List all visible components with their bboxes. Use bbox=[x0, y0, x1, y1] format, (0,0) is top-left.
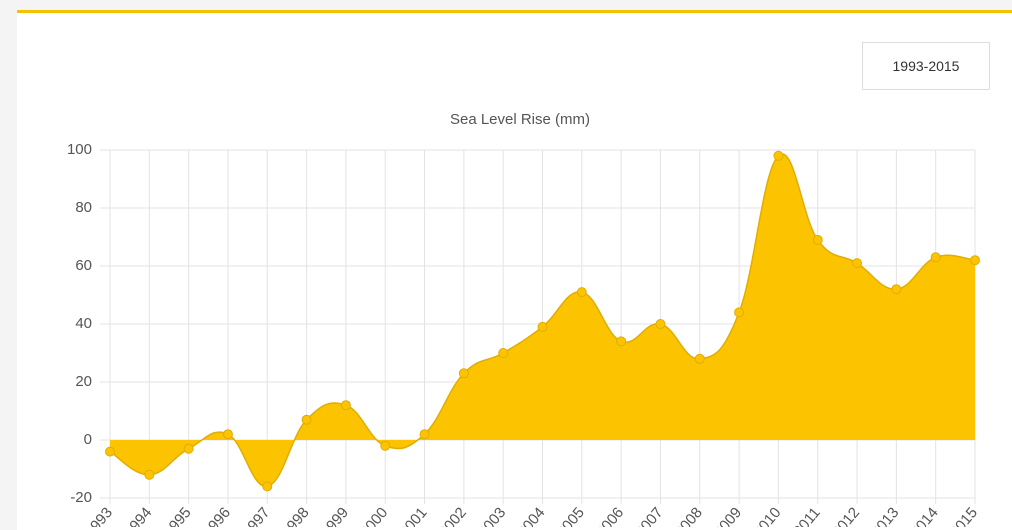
x-tick-label: 2014 bbox=[907, 504, 941, 527]
y-tick-label: 60 bbox=[75, 257, 92, 274]
x-tick-label: 2013 bbox=[868, 504, 902, 527]
x-tick-label: 2011 bbox=[790, 504, 824, 527]
x-tick-label: 2002 bbox=[435, 504, 469, 527]
point bbox=[616, 336, 627, 347]
x-tick-label: 1997 bbox=[239, 504, 273, 527]
point bbox=[930, 252, 941, 263]
x-tick-label: 2009 bbox=[711, 504, 745, 527]
point bbox=[498, 348, 509, 358]
x-tick-label: 1996 bbox=[200, 504, 234, 527]
point bbox=[734, 307, 745, 318]
x-tick-label: 2000 bbox=[357, 504, 391, 527]
x-tick-label: 2004 bbox=[514, 504, 548, 527]
y-tick-label: 100 bbox=[67, 141, 92, 158]
chart-title: Sea Level Rise (mm) bbox=[450, 111, 590, 128]
y-tick-label: 0 bbox=[84, 431, 92, 448]
point bbox=[419, 429, 430, 440]
x-tick-label: 2012 bbox=[829, 504, 863, 527]
point bbox=[183, 443, 194, 454]
range-button[interactable]: 1993-2015 bbox=[862, 42, 990, 90]
y-tick-label: 20 bbox=[75, 373, 92, 390]
point bbox=[340, 400, 351, 411]
x-tick-label: 2010 bbox=[750, 504, 784, 527]
point bbox=[301, 414, 312, 425]
y-tick-label: -20 bbox=[70, 489, 92, 506]
x-tick-label: 1999 bbox=[318, 504, 352, 527]
point bbox=[458, 368, 469, 379]
x-tick-label: 1994 bbox=[121, 504, 155, 527]
point bbox=[537, 321, 548, 332]
y-tick-label: 80 bbox=[75, 199, 92, 216]
point bbox=[222, 429, 233, 440]
point bbox=[144, 469, 155, 480]
x-tick-label: 2003 bbox=[475, 504, 509, 527]
y-tick-label: 40 bbox=[75, 315, 92, 332]
point bbox=[773, 150, 784, 161]
x-tick-label: 2007 bbox=[632, 504, 666, 527]
x-tick-label: 1993 bbox=[82, 504, 116, 527]
point bbox=[852, 258, 863, 269]
x-tick-label: 1995 bbox=[160, 504, 194, 527]
point bbox=[694, 353, 705, 364]
area bbox=[110, 153, 975, 487]
x-tick-label: 1998 bbox=[278, 504, 312, 527]
point bbox=[891, 284, 902, 295]
point bbox=[380, 440, 391, 451]
point bbox=[105, 446, 115, 457]
x-tick-label: 2005 bbox=[553, 504, 587, 527]
point bbox=[655, 319, 666, 329]
point bbox=[576, 287, 587, 298]
point bbox=[812, 234, 823, 245]
x-tick-label: 2008 bbox=[671, 504, 705, 527]
x-tick-label: 2006 bbox=[593, 504, 627, 527]
point bbox=[970, 255, 980, 266]
x-tick-label: 2015 bbox=[947, 504, 981, 527]
x-tick-label: 2001 bbox=[396, 504, 430, 527]
point bbox=[262, 481, 273, 492]
